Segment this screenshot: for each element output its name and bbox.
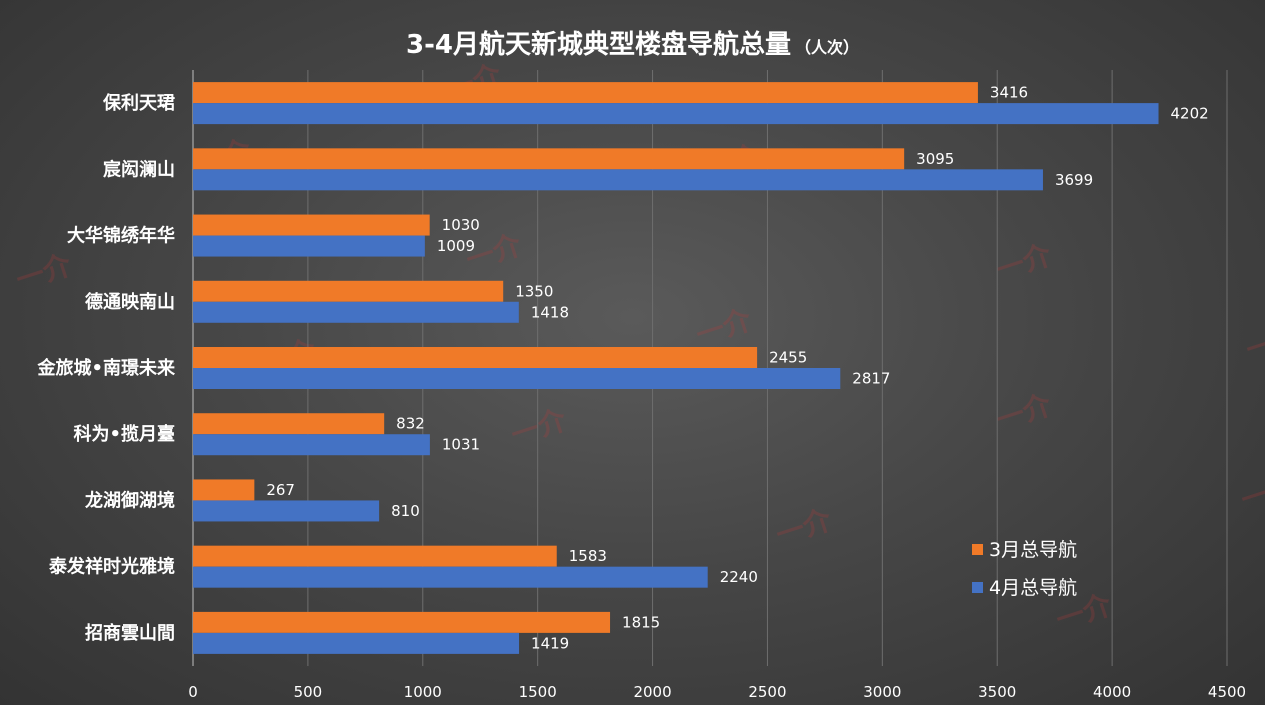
category-label: 大华锦绣年华	[67, 225, 175, 247]
category-label: 宸闳澜山	[103, 158, 175, 180]
x-tick-label: 500	[294, 683, 323, 701]
bar-april	[193, 103, 1159, 125]
data-label: 3699	[1055, 171, 1093, 189]
bar-april	[193, 632, 520, 654]
bar-march	[193, 413, 385, 435]
x-tick-label: 3000	[863, 683, 901, 701]
bar-march	[193, 479, 255, 501]
watermark-mark: 一介	[692, 303, 756, 352]
chart-title: 3-4月航天新城典型楼盘导航总量 （人次）	[0, 24, 1265, 61]
bar-march	[193, 347, 758, 368]
data-label: 1030	[442, 216, 480, 234]
data-label: 1419	[531, 634, 569, 652]
x-tick-label: 1500	[519, 683, 557, 701]
data-label: 2455	[769, 349, 807, 367]
bar-april	[193, 500, 380, 522]
chart-title-main: 3-4月航天新城典型楼盘导航总量	[406, 30, 791, 60]
watermark-mark: 一介	[507, 403, 571, 452]
x-tick-label: 4500	[1208, 683, 1246, 701]
bar-april	[193, 301, 519, 323]
x-tick-label: 0	[188, 683, 198, 701]
data-label: 1031	[442, 436, 480, 454]
bar-april	[193, 434, 430, 456]
x-tick-label: 3500	[978, 683, 1016, 701]
axis-layer: 0 500 1000 1500 2000 2500 3000 3500 4000 4500 保利天珺…	[36, 92, 1246, 701]
category-label: 保利天珺	[102, 92, 175, 114]
data-label: 4202	[1171, 105, 1209, 123]
watermark-mark: 一介	[12, 248, 76, 297]
data-label: 1350	[515, 282, 553, 300]
data-label: 1815	[622, 613, 660, 631]
label-layer: 3416 4202 3095 3699 1030 1009 1350 1418 2455 2817…	[266, 84, 1208, 653]
legend: 3月总导航 4月总导航	[972, 539, 1077, 599]
category-label: 德通映南山	[85, 291, 175, 313]
bar-march	[193, 611, 611, 633]
bar-march	[193, 545, 557, 567]
watermark-mark: 一介	[1242, 318, 1265, 367]
bar-layer	[193, 82, 1159, 654]
watermark-mark: 一介	[1237, 468, 1265, 517]
data-label: 1583	[569, 547, 607, 565]
category-label: 金旅城•南璟未来	[36, 357, 176, 379]
category-label: 招商雲山間	[85, 622, 175, 644]
x-tick-label: 4000	[1093, 683, 1131, 701]
data-label: 2240	[720, 568, 758, 586]
data-label: 1009	[437, 237, 475, 255]
bar-march	[193, 148, 905, 170]
category-label: 泰发祥时光雅境	[48, 556, 175, 578]
x-tick-label: 2500	[748, 683, 786, 701]
watermark-mark: 一介	[992, 388, 1056, 437]
legend-label: 4月总导航	[989, 577, 1077, 599]
bar-april	[193, 368, 841, 389]
data-label: 1418	[531, 303, 569, 321]
legend-swatch-april	[972, 582, 983, 593]
bar-april	[193, 169, 1043, 191]
x-tick-label: 1000	[404, 683, 442, 701]
data-label: 267	[266, 481, 295, 499]
data-label: 2817	[852, 370, 890, 388]
bar-march	[193, 214, 430, 236]
x-tick-label: 2000	[633, 683, 671, 701]
data-label: 810	[391, 502, 420, 520]
bar-march	[193, 82, 978, 104]
data-label: 832	[396, 415, 425, 433]
category-label: 龙湖御湖境	[85, 489, 175, 511]
bar-april	[193, 566, 708, 588]
legend-swatch-march	[972, 544, 983, 555]
category-label: 科为•揽月臺	[73, 423, 175, 445]
watermark-mark: 一介	[992, 238, 1056, 287]
bar-april	[193, 235, 425, 257]
watermark-mark: 一介	[772, 503, 836, 552]
data-label: 3095	[916, 150, 954, 168]
data-label: 3416	[990, 84, 1028, 102]
chart-title-unit: （人次）	[794, 38, 859, 57]
legend-label: 3月总导航	[989, 539, 1077, 561]
bar-march	[193, 280, 504, 302]
